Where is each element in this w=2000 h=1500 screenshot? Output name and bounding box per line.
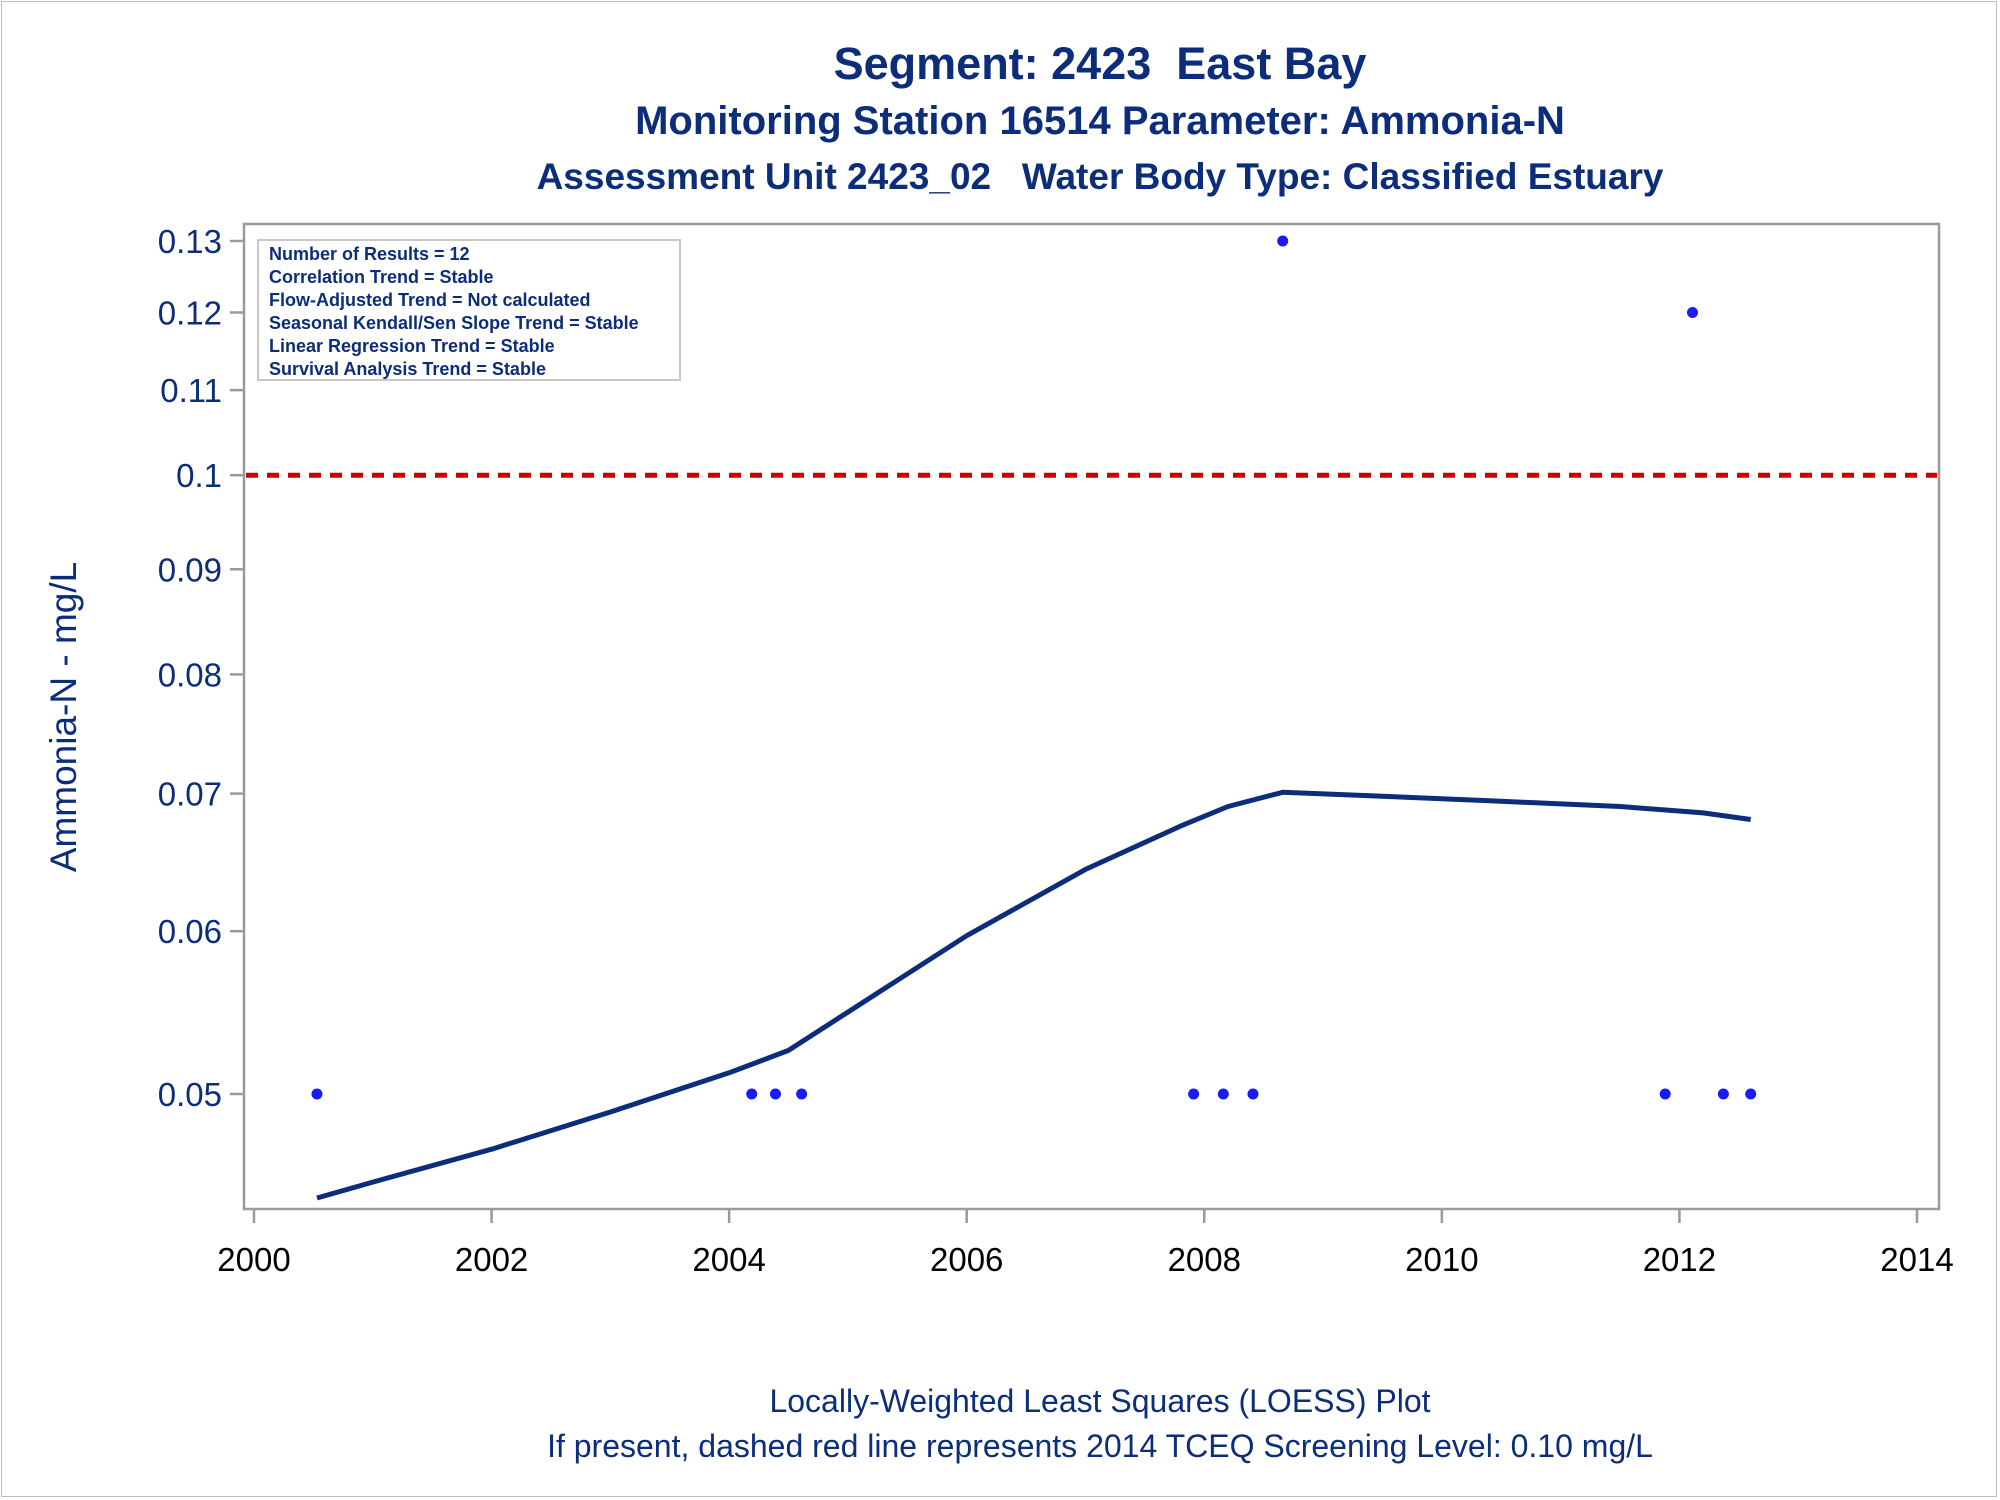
data-point (1686, 306, 1698, 318)
x-tick-label: 2012 (1643, 1241, 1716, 1278)
stats-inset: Number of Results = 12 Correlation Trend… (257, 239, 681, 381)
inset-line: Correlation Trend = Stable (269, 267, 494, 287)
y-tick-label: 0.06 (158, 913, 222, 950)
y-tick-label: 0.09 (158, 551, 222, 588)
x-tick-label: 2008 (1168, 1241, 1241, 1278)
data-point (796, 1088, 808, 1100)
stats-inset-box (257, 239, 681, 381)
data-point (1659, 1088, 1671, 1100)
x-axis: 2000 2002 2004 2006 2008 2010 2012 2014 (217, 1209, 1954, 1278)
x-tick-label: 2010 (1405, 1241, 1478, 1278)
x-tick-label: 2006 (930, 1241, 1003, 1278)
data-point (1717, 1088, 1729, 1100)
y-tick-label: 0.12 (158, 294, 222, 331)
data-point (1745, 1088, 1757, 1100)
x-tick-label: 2004 (692, 1241, 765, 1278)
y-axis-label: Ammonia-N - mg/L (43, 562, 84, 872)
chart-title: Segment: 2423 East Bay (833, 38, 1367, 89)
inset-line: Number of Results = 12 (269, 244, 470, 264)
loess-curve (316, 789, 1752, 1201)
plot-area (242, 222, 1941, 1211)
data-point (1188, 1088, 1200, 1100)
y-tick-label: 0.13 (158, 223, 222, 260)
data-points (311, 235, 1757, 1100)
y-tick-label: 0.08 (158, 656, 222, 693)
data-point (311, 1088, 323, 1100)
inset-line: Linear Regression Trend = Stable (269, 336, 555, 356)
data-point (769, 1088, 781, 1100)
inset-line: Seasonal Kendall/Sen Slope Trend = Stabl… (269, 313, 639, 333)
data-point (746, 1088, 758, 1100)
data-point (1277, 235, 1289, 247)
y-tick-label: 0.05 (158, 1076, 222, 1113)
x-tick-label: 2002 (455, 1241, 528, 1278)
footnote-method: Locally-Weighted Least Squares (LOESS) P… (769, 1383, 1431, 1419)
inset-line: Flow-Adjusted Trend = Not calculated (269, 290, 591, 310)
y-tick-label: 0.1 (176, 457, 222, 494)
y-axis: 0.05 0.06 0.07 0.08 0.09 0.1 0.11 0.12 0.13 (158, 223, 244, 1113)
x-tick-label: 2014 (1880, 1241, 1953, 1278)
inset-line: Survival Analysis Trend = Stable (269, 359, 546, 379)
footnote-screening: If present, dashed red line represents 2… (547, 1428, 1653, 1464)
data-point (1247, 1088, 1259, 1100)
chart-subtitle-station: Monitoring Station 16514 Parameter: Ammo… (635, 99, 1565, 143)
x-tick-label: 2000 (217, 1241, 290, 1278)
y-tick-label: 0.07 (158, 776, 222, 813)
chart-subtitle-assessment: Assessment Unit 2423_02 Water Body Type:… (536, 156, 1664, 197)
y-tick-label: 0.11 (160, 372, 222, 409)
data-point (1217, 1088, 1229, 1100)
